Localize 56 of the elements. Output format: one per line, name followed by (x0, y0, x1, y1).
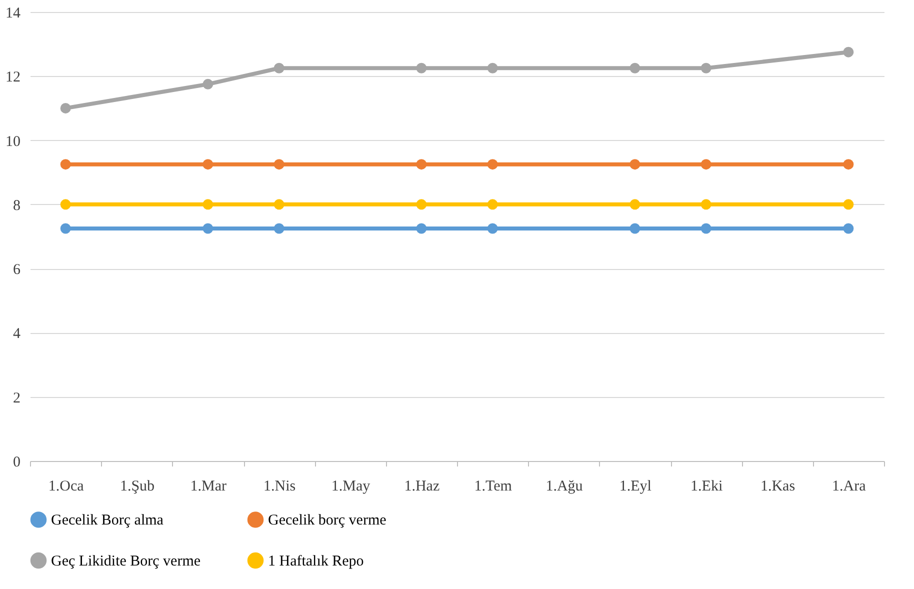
point (843, 223, 854, 234)
x-tick-label: 1.Haz (404, 478, 440, 494)
point (416, 62, 427, 74)
x-tick-label: 1.Ara (832, 478, 866, 494)
point (487, 223, 498, 234)
point (60, 102, 71, 114)
point (630, 223, 640, 234)
x-tick-label: 1.Nis (264, 478, 296, 494)
point (60, 223, 71, 234)
point (202, 199, 214, 210)
x-tick-label: 1.May (331, 478, 371, 494)
point (630, 199, 640, 210)
x-tick-label: 1.Eyl (619, 478, 652, 494)
legend-label: Gecelik Borç alma (51, 512, 164, 529)
legend-label: 1 Haftalık Repo (268, 554, 364, 570)
y-tick-label: 12 (6, 70, 20, 86)
point (60, 159, 71, 170)
point (274, 62, 284, 74)
y-tick-label: 8 (13, 198, 20, 214)
point (274, 159, 284, 170)
point (60, 199, 71, 210)
legend-label: Gecelik borç verme (268, 512, 387, 529)
x-tick-label: 1.Tem (474, 478, 512, 494)
point (843, 199, 854, 210)
point (630, 159, 640, 170)
point (416, 159, 427, 170)
point (416, 199, 427, 210)
x-tick-label: 1.Kas (760, 478, 796, 494)
point (487, 199, 498, 210)
x-tick-label: 1.Eki (690, 478, 723, 494)
y-tick-label: 2 (13, 390, 20, 406)
point (843, 46, 854, 58)
x-tick-label: 1.Ağu (546, 478, 584, 494)
y-tick-label: 0 (13, 454, 20, 470)
y-tick-label: 6 (13, 262, 21, 278)
point (202, 78, 214, 90)
y-tick-label: 10 (6, 134, 20, 150)
x-tick-label: 1.Şub (120, 478, 155, 494)
point (487, 62, 498, 74)
point (700, 159, 712, 170)
point (700, 199, 712, 210)
point (202, 223, 214, 234)
point (274, 199, 284, 210)
y-tick-label: 14 (6, 6, 21, 22)
point (202, 159, 214, 170)
legend-label: Geç Likidite Borç verme (51, 554, 201, 570)
x-tick-label: 1.Oca (48, 478, 84, 494)
point (843, 159, 854, 170)
y-tick-label: 4 (13, 326, 21, 342)
point (700, 62, 712, 74)
x-tick-label: 1.Mar (190, 478, 227, 494)
point (487, 159, 498, 170)
point (416, 223, 427, 234)
point (700, 223, 712, 234)
point (630, 62, 640, 74)
point (274, 223, 284, 234)
